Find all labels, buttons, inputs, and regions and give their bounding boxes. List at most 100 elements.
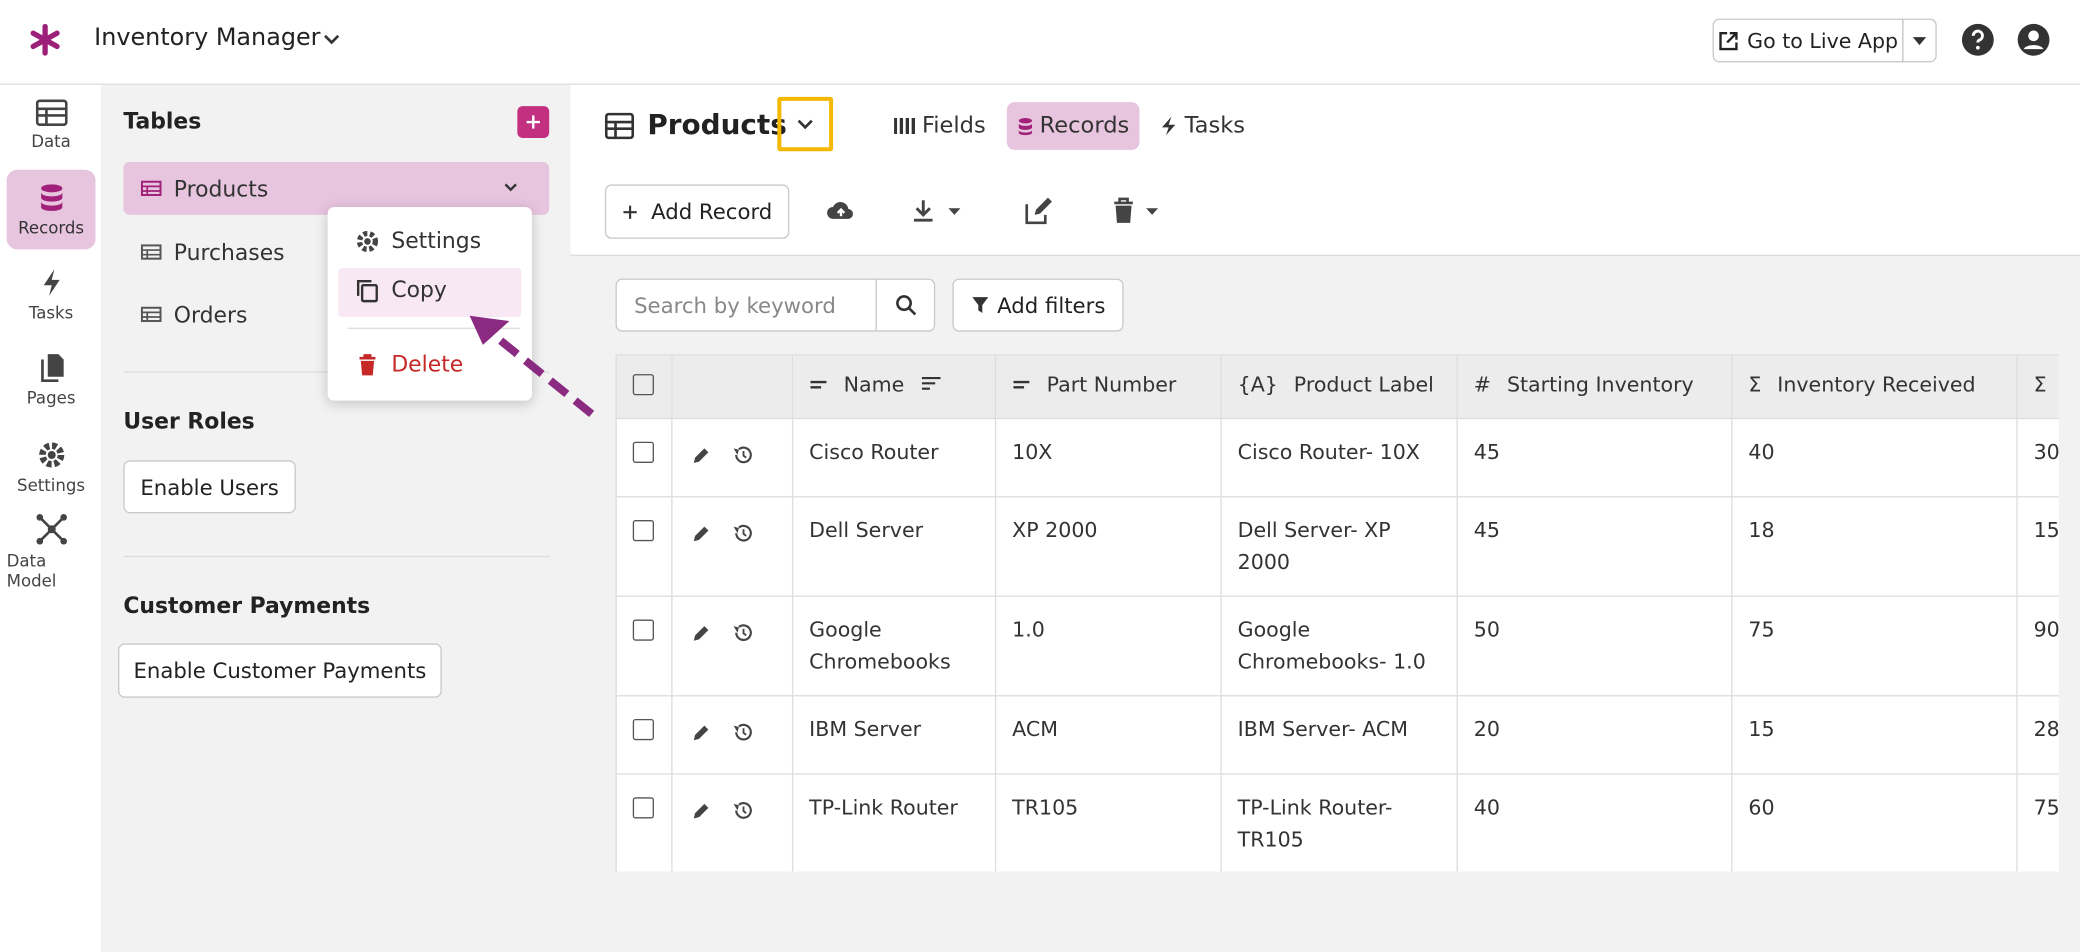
enable-payments-button[interactable]: Enable Customer Payments xyxy=(118,643,442,698)
tab[interactable]: Fields xyxy=(894,102,995,150)
row-history[interactable] xyxy=(732,800,753,821)
nav-label: Pages xyxy=(26,386,76,407)
cell: 50 xyxy=(1456,595,1733,697)
search-input[interactable]: Search by keyword xyxy=(615,278,877,332)
download-icon[interactable] xyxy=(910,198,963,225)
row-history[interactable] xyxy=(732,722,753,743)
actions-cell xyxy=(671,496,794,597)
tab-label: Tasks xyxy=(1184,112,1246,140)
row-checkbox[interactable] xyxy=(632,797,654,819)
top-bar xyxy=(0,0,2080,85)
row-history[interactable] xyxy=(732,523,753,544)
help-icon[interactable] xyxy=(1961,23,1995,57)
table-icon xyxy=(604,112,635,140)
nav-label: Data xyxy=(31,130,71,151)
nav-item[interactable]: Data Model xyxy=(7,512,96,592)
tab-label: Records xyxy=(1039,112,1130,140)
title-dropdown[interactable] xyxy=(777,96,834,152)
header-cell xyxy=(615,354,673,420)
edit-icon[interactable] xyxy=(1024,196,1053,225)
cell: Google Chromebooks- 1.0 xyxy=(1220,595,1458,697)
add-filters-label: Add filters xyxy=(997,292,1106,318)
column-name: Inventory Received xyxy=(1777,372,1976,397)
tab[interactable]: Tasks xyxy=(1159,102,1260,150)
table-container: Name Part Number {A} Product Label # Starting… xyxy=(615,354,2059,872)
add-record-label: Add Record xyxy=(651,198,773,225)
checkbox-cell xyxy=(615,417,673,498)
cell: 15 xyxy=(2016,496,2059,597)
table-item[interactable]: Products xyxy=(123,161,550,215)
menu-label: Copy xyxy=(391,277,447,303)
app-name[interactable]: Inventory Manager xyxy=(94,23,321,52)
column-header[interactable]: Part Number xyxy=(994,354,1222,420)
user-icon[interactable] xyxy=(2016,23,2050,57)
checkbox-cell xyxy=(615,773,673,872)
nav-item[interactable]: Settings xyxy=(7,427,96,507)
external-icon xyxy=(1719,31,1738,50)
cell: 20 xyxy=(1456,695,1733,775)
add-table-button[interactable] xyxy=(517,106,550,138)
actions-cell xyxy=(671,695,794,775)
row-checkbox[interactable] xyxy=(632,619,654,641)
live-app-button[interactable]: Go to Live App xyxy=(1712,18,1904,63)
column-header[interactable]: # Starting Inventory xyxy=(1456,354,1733,420)
row-history[interactable] xyxy=(732,444,753,465)
cell: 75 xyxy=(2016,773,2059,872)
row-edit[interactable] xyxy=(691,803,710,822)
nav-item[interactable]: Data xyxy=(7,85,96,165)
logo xyxy=(30,23,60,56)
app-chevron[interactable] xyxy=(321,29,342,50)
cell: 60 xyxy=(1731,773,2018,872)
cell: 28 xyxy=(2016,695,2059,775)
nav-item[interactable]: Pages xyxy=(7,340,96,420)
cell: 10X xyxy=(994,417,1222,498)
delete-icon[interactable] xyxy=(1110,196,1163,225)
row-checkbox[interactable] xyxy=(632,519,654,542)
enable-users-button[interactable]: Enable Users xyxy=(123,460,296,514)
cell: 90 xyxy=(2016,595,2059,697)
nav-item[interactable]: Records xyxy=(6,169,96,250)
menu-item[interactable]: Delete xyxy=(356,352,463,377)
search-button[interactable] xyxy=(875,278,936,332)
sort-icon xyxy=(904,373,941,397)
cell: 40 xyxy=(1731,417,2018,498)
menu-item[interactable]: Settings xyxy=(356,228,482,254)
row-history[interactable] xyxy=(732,622,753,643)
add-record-button[interactable]: Add Record xyxy=(604,184,790,239)
table-item[interactable]: Orders xyxy=(123,288,549,341)
column-header[interactable]: Name xyxy=(791,354,997,420)
row-edit[interactable] xyxy=(691,447,710,466)
record-row: Dell Server XP 2000 Dell Server- XP 2000 45… xyxy=(615,496,2059,597)
row-edit[interactable] xyxy=(691,525,710,544)
cell: TP-Link Router- TR105 xyxy=(1220,773,1458,872)
live-app-dropdown[interactable] xyxy=(1902,18,1937,63)
row-checkbox[interactable] xyxy=(632,441,654,463)
menu-highlight xyxy=(338,267,522,318)
table-item[interactable]: Purchases xyxy=(123,226,549,279)
cell: IBM Server- ACM xyxy=(1220,695,1458,775)
menu-item[interactable]: Copy xyxy=(356,277,447,302)
column-header[interactable]: Σ xyxy=(2016,354,2059,420)
row-checkbox[interactable] xyxy=(632,718,654,741)
column-header[interactable]: {A} Product Label xyxy=(1220,354,1458,420)
menu-divider xyxy=(347,327,520,329)
upload-icon[interactable] xyxy=(826,198,855,225)
cell: 30 xyxy=(2016,417,2059,498)
header-row: Name Part Number {A} Product Label # Starting… xyxy=(615,354,2059,420)
nav-label: Data Model xyxy=(6,550,57,591)
menu-label: Settings xyxy=(391,228,482,254)
table-chevron xyxy=(486,183,531,194)
select-all[interactable] xyxy=(632,374,654,396)
column-name: Name xyxy=(843,372,905,397)
row-edit[interactable] xyxy=(691,724,710,743)
nav-item[interactable]: Tasks xyxy=(7,255,96,335)
add-filters-button[interactable]: Add filters xyxy=(952,278,1124,332)
cell: TR105 xyxy=(994,773,1222,872)
user-roles-title: User Roles xyxy=(123,408,255,434)
table-name: Products xyxy=(173,175,269,201)
nav-label: Records xyxy=(18,216,85,237)
row-edit[interactable] xyxy=(691,625,710,644)
column-header[interactable]: Σ Inventory Received xyxy=(1731,354,2018,420)
tab[interactable]: Records xyxy=(1006,102,1140,150)
